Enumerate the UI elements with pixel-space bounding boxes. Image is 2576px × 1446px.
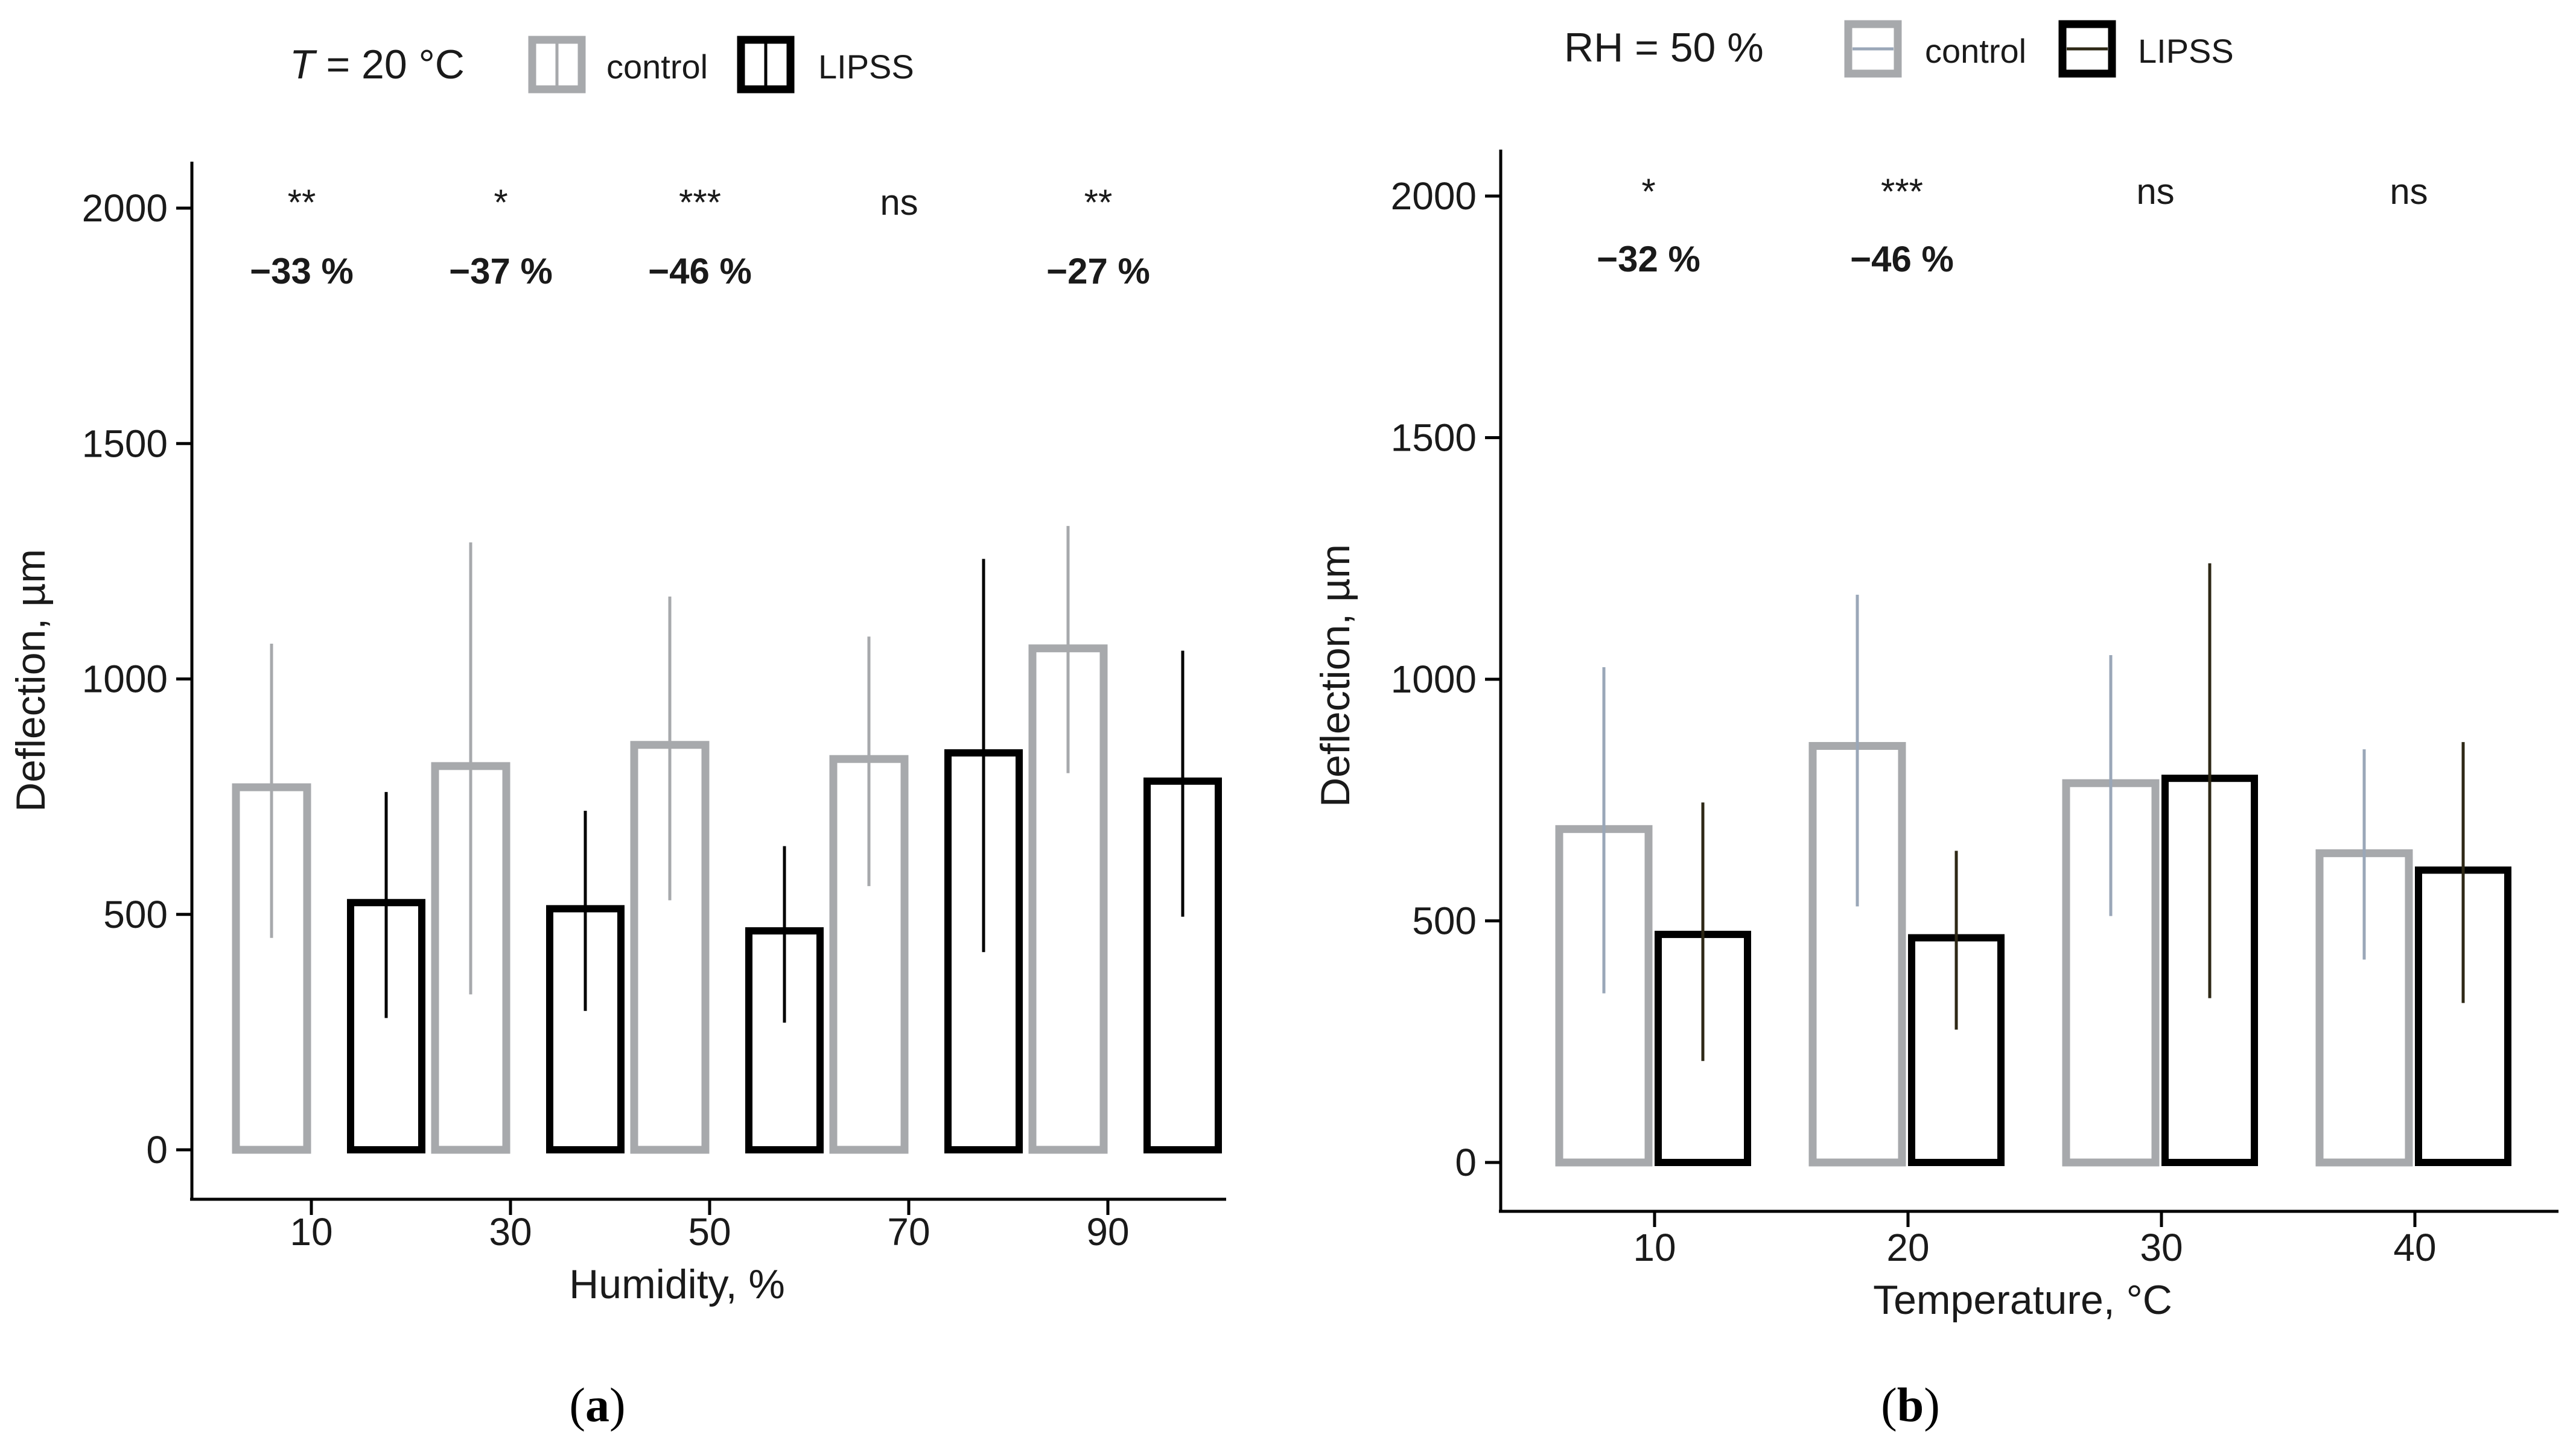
panel-a-condition-label: T = 20 °C: [290, 42, 465, 87]
significance-label: *: [494, 182, 507, 223]
x-tick-label: 10: [1633, 1226, 1676, 1269]
panel-b-error-bars: [1602, 563, 2465, 1061]
significance-label: ***: [1881, 171, 1923, 212]
y-tick-label: 1500: [82, 422, 168, 465]
y-tick-label: 1500: [1391, 416, 1477, 460]
panel-a-condition-var: T: [290, 42, 317, 87]
legend-control-swatch-b: [1844, 20, 1902, 78]
y-tick-label: 0: [146, 1128, 168, 1172]
panel-b-y-axis-title: Deflection, µm: [1312, 544, 1358, 807]
panel-a-y-axis-title: Deflection, µm: [8, 549, 54, 812]
y-tick-label: 2000: [82, 186, 168, 230]
panel-a-letter: a: [585, 1379, 609, 1432]
x-tick-label: 70: [887, 1210, 930, 1254]
panel-a-x-ticks: 10 30 50 70 90: [290, 1199, 1130, 1254]
panel-a-legend: T = 20 °C control LIPSS: [290, 36, 914, 94]
percent-change-label: −37 %: [449, 251, 553, 291]
percent-change-label: −33 %: [250, 251, 354, 291]
y-tick-label: 2000: [1391, 174, 1477, 218]
significance-label: ***: [679, 182, 721, 223]
panel-a-x-axis-title: Humidity, %: [569, 1261, 785, 1307]
significance-label: **: [1084, 182, 1113, 223]
legend-lipss-label-b: LIPSS: [2138, 32, 2234, 70]
legend-lipss-swatch-b: [2058, 20, 2116, 78]
panel-b-letter: b: [1897, 1379, 1924, 1432]
x-tick-label: 30: [489, 1210, 532, 1254]
panel-a-condition-rest: = 20 °C: [315, 42, 465, 87]
x-tick-label: 50: [688, 1210, 731, 1254]
legend-lipss-swatch: [737, 36, 795, 94]
percent-change-label: −32 %: [1597, 239, 1700, 279]
significance-label: ns: [2136, 171, 2174, 212]
y-tick-label: 1000: [82, 658, 168, 701]
panel-b-chart: RH = 50 % control LIPSS Temperature, °C …: [1312, 20, 2559, 1432]
x-tick-label: 10: [290, 1210, 332, 1254]
panel-b-y-ticks: 0 500 1000 1500 2000: [1391, 174, 1501, 1184]
percent-change-label: −46 %: [1850, 239, 1954, 279]
panel-a-bars: [232, 644, 1222, 1154]
panel-a-error-bars: [270, 525, 1185, 1023]
x-tick-label: 90: [1086, 1210, 1129, 1254]
y-tick-label: 500: [103, 893, 168, 936]
legend-control-label: control: [606, 48, 708, 86]
panel-b-condition-rest: RH = 50 %: [1564, 25, 1764, 71]
legend-lipss-label: LIPSS: [818, 48, 914, 86]
panel-a-chart: T = 20 °C control LIPSS Humidity, % Defl…: [8, 36, 1226, 1432]
panel-b-legend: RH = 50 % control LIPSS: [1564, 20, 2234, 78]
x-tick-label: 40: [2393, 1226, 2436, 1269]
legend-control-label-b: control: [1925, 32, 2026, 70]
percent-change-label: −27 %: [1046, 251, 1150, 291]
significance-label: ns: [880, 182, 918, 223]
y-tick-label: 0: [1455, 1141, 1477, 1184]
y-tick-label: 1000: [1391, 658, 1477, 701]
panel-b-condition-label: RH = 50 %: [1564, 25, 1764, 71]
panel-a-label: (a): [569, 1379, 625, 1432]
legend-control-swatch: [528, 36, 586, 94]
panel-a-y-ticks: 0 500 1000 1500 2000: [82, 186, 192, 1172]
x-tick-label: 20: [1886, 1226, 1929, 1269]
panel-b-x-axis-title: Temperature, °C: [1873, 1277, 2172, 1323]
panel-b-label: (b): [1881, 1379, 1940, 1432]
panel-b-x-ticks: 10 20 30 40: [1633, 1211, 2437, 1269]
y-tick-label: 500: [1412, 899, 1477, 943]
percent-change-label: −46 %: [648, 251, 752, 291]
panel-a-annotations: ** * *** ns **−33 % −37 % −46 % −27 %: [250, 182, 1150, 291]
panel-b-annotations: * *** ns ns−32 % −46 %: [1597, 171, 2428, 279]
x-tick-label: 30: [2140, 1226, 2183, 1269]
significance-label: ns: [2390, 171, 2428, 212]
significance-label: **: [288, 182, 316, 223]
significance-label: *: [1641, 171, 1655, 212]
